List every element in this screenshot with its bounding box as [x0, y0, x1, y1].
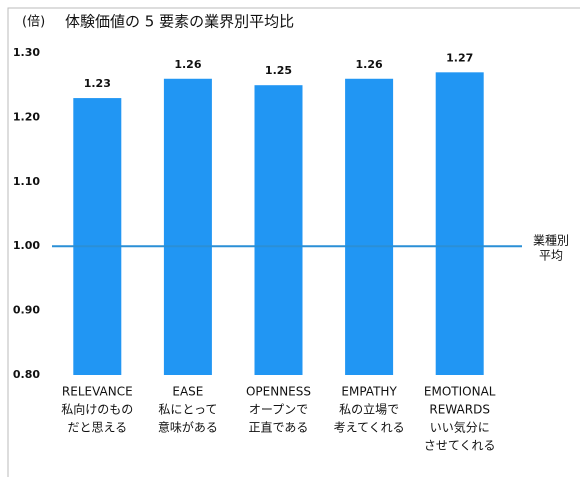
bar [163, 78, 212, 375]
x-tick-label: だと思える [67, 421, 127, 435]
value-label: 1.27 [446, 51, 473, 64]
bar [345, 78, 394, 375]
x-tick-label: EMOTIONAL [424, 385, 496, 399]
x-tick-label: 私にとって [158, 403, 217, 417]
y-tick-label: 1.10 [13, 175, 40, 188]
bar [73, 98, 122, 375]
chart-title: 体験価値の 5 要素の業界別平均比 [65, 13, 294, 31]
value-label: 1.26 [356, 58, 383, 71]
value-label: 1.23 [84, 77, 111, 90]
y-tick-label: 1.00 [13, 239, 40, 252]
value-label: 1.25 [265, 64, 292, 77]
x-tick-label: させてくれる [424, 439, 496, 453]
x-tick-label: REWARDS [429, 403, 490, 417]
x-tick-label: 考えてくれる [334, 421, 405, 435]
y-tick-label: 1.20 [13, 110, 40, 123]
x-tick-label: 正直である [249, 421, 309, 435]
x-tick-label: EMPATHY [341, 385, 397, 399]
x-tick-label: EASE [172, 385, 203, 399]
x-tick-label: OPENNESS [246, 385, 311, 399]
x-tick-label: 私向けのもの [61, 402, 133, 417]
x-tick-label: 意味がある [158, 420, 218, 435]
value-label: 1.26 [174, 58, 201, 71]
reference-label: 業種別 [533, 234, 569, 248]
bar [254, 85, 303, 375]
y-unit: (倍) [22, 15, 45, 30]
y-tick-label: 0.80 [13, 368, 40, 381]
reference-label: 平均 [539, 249, 563, 263]
bar [435, 72, 484, 375]
frame [7, 7, 580, 477]
x-tick-label: 私の立場で [339, 402, 399, 417]
x-tick-label: オープンで [249, 403, 308, 417]
y-tick-label: 1.30 [13, 46, 40, 59]
y-tick-label: 0.90 [13, 304, 40, 317]
x-tick-label: RELEVANCE [62, 385, 133, 399]
x-tick-label: いい気分に [430, 420, 490, 435]
